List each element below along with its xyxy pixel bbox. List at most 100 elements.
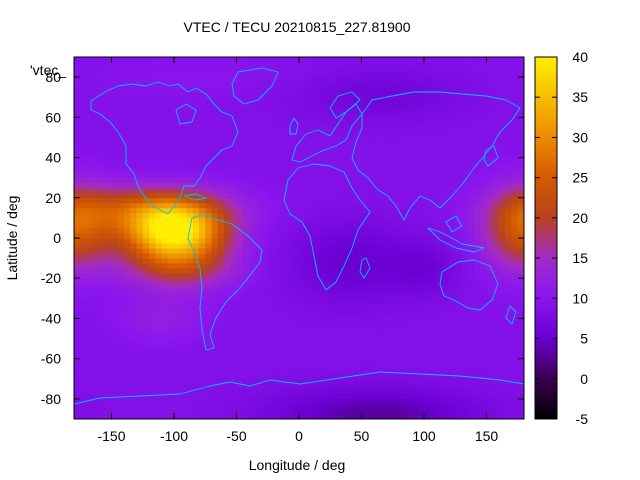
heatmap-cell [417, 273, 425, 279]
heatmap-cell [136, 127, 144, 133]
heatmap-cell [442, 227, 450, 234]
heatmap-cell [430, 207, 437, 214]
heatmap-cell [274, 253, 281, 259]
heatmap-cell [330, 207, 337, 214]
heatmap-cell [311, 273, 319, 279]
heatmap-cell [242, 102, 250, 108]
heatmap-cell [274, 182, 281, 189]
heatmap-cell [155, 398, 162, 405]
heatmap-cell [280, 137, 287, 143]
heatmap-cell [224, 283, 231, 289]
heatmap-cell [411, 202, 419, 209]
heatmap-cell [392, 162, 400, 169]
heatmap-cell [449, 87, 456, 93]
heatmap-cell [224, 172, 231, 179]
heatmap-cell [367, 212, 375, 219]
heatmap-cell [124, 288, 131, 294]
heatmap-cell [161, 222, 169, 229]
heatmap-cell [492, 142, 500, 148]
heatmap-cell [361, 62, 369, 68]
heatmap-cell [399, 338, 406, 344]
heatmap-cell [192, 318, 200, 324]
heatmap-cell [492, 363, 500, 370]
heatmap-cell [317, 323, 325, 329]
heatmap-cell [405, 298, 412, 304]
heatmap-cell [461, 248, 469, 254]
heatmap-cell [480, 393, 487, 400]
heatmap-cell [267, 378, 275, 385]
heatmap-cell [180, 142, 187, 148]
heatmap-cell [299, 57, 306, 63]
heatmap-cell [474, 207, 481, 214]
heatmap-cell [467, 393, 475, 400]
heatmap-cell [111, 388, 119, 395]
heatmap-cell [117, 107, 125, 113]
heatmap-cell [111, 87, 119, 93]
heatmap-cell [455, 343, 462, 350]
heatmap-cell [180, 87, 187, 93]
heatmap-cell [149, 127, 156, 133]
heatmap-cell [299, 202, 306, 209]
heatmap-cell [192, 378, 200, 385]
heatmap-cell [286, 172, 294, 179]
heatmap-cell [99, 358, 106, 365]
heatmap-cell [424, 283, 431, 289]
heatmap-cell [111, 152, 119, 158]
heatmap-cell [399, 333, 406, 339]
heatmap-cell [492, 122, 500, 128]
heatmap-cell [130, 338, 137, 344]
heatmap-cell [449, 238, 456, 244]
heatmap-cell [386, 278, 394, 284]
heatmap-cell [142, 197, 150, 204]
heatmap-cell [311, 157, 319, 163]
heatmap-cell [411, 197, 419, 204]
heatmap-cell [330, 348, 337, 355]
heatmap-cell [192, 343, 200, 350]
heatmap-cell [136, 368, 144, 375]
heatmap-cell [105, 212, 112, 219]
heatmap-cell [474, 162, 481, 169]
heatmap-cell [224, 368, 231, 375]
heatmap-cell [205, 278, 212, 284]
heatmap-cell [392, 97, 400, 103]
heatmap-cell [342, 248, 350, 254]
heatmap-cell [486, 353, 494, 360]
heatmap-cell [174, 273, 181, 279]
heatmap-cell [342, 212, 350, 219]
heatmap-cell [80, 343, 87, 350]
heatmap-cell [211, 393, 219, 400]
heatmap-cell [417, 338, 425, 344]
heatmap-cell [267, 227, 275, 234]
heatmap-cell [374, 192, 381, 199]
heatmap-cell [392, 147, 400, 153]
heatmap-cell [236, 77, 244, 83]
heatmap-cell [274, 197, 281, 204]
heatmap-cell [92, 117, 100, 123]
heatmap-cell [149, 383, 156, 390]
heatmap-cell [461, 107, 469, 113]
heatmap-cell [299, 82, 306, 88]
heatmap-cell [330, 117, 337, 123]
heatmap-cell [161, 278, 169, 284]
heatmap-cell [367, 408, 375, 415]
heatmap-cell [467, 353, 475, 360]
heatmap-cell [274, 142, 281, 148]
heatmap-cell [442, 358, 450, 365]
heatmap-cell [105, 137, 112, 143]
heatmap-cell [417, 288, 425, 294]
heatmap-cell [474, 253, 481, 259]
heatmap-cell [455, 278, 462, 284]
heatmap-cell [186, 268, 194, 274]
heatmap-cell [161, 248, 169, 254]
heatmap-cell [92, 207, 100, 214]
heatmap-cell [505, 393, 512, 400]
heatmap-cell [455, 172, 462, 179]
heatmap-cell [86, 112, 94, 118]
heatmap-cell [142, 137, 150, 143]
heatmap-cell [367, 87, 375, 93]
heatmap-cell [255, 187, 262, 194]
heatmap-cell [386, 162, 394, 169]
heatmap-cell [161, 328, 169, 334]
heatmap-cell [305, 388, 312, 395]
heatmap-cell [292, 82, 300, 88]
